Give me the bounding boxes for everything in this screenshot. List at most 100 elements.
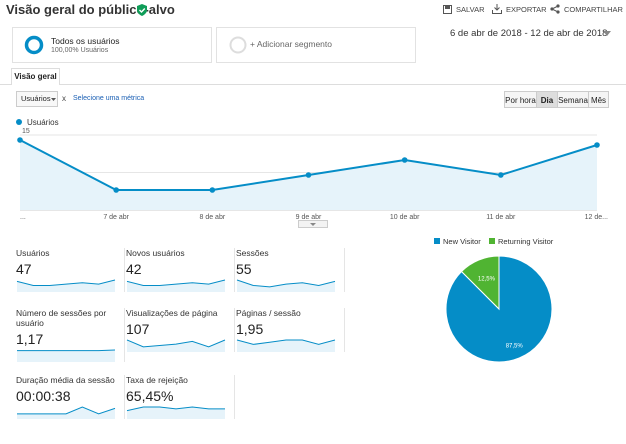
metric-cell: Usuários 47	[16, 248, 125, 292]
save-button[interactable]: SALVAR	[456, 5, 485, 14]
metric-value: 1,17	[16, 331, 44, 347]
sparkline-area	[17, 280, 115, 292]
slice-label: 87,5%	[506, 344, 524, 350]
segment-ring	[24, 35, 44, 55]
metric-value: 42	[126, 261, 142, 277]
export-button[interactable]: EXPORTAR	[506, 5, 547, 14]
sparkline-area	[127, 340, 225, 352]
sparkline-line	[126, 406, 225, 412]
metric-cell: Taxa de rejeição 65,45%	[126, 375, 235, 419]
legend-label: Usuários	[27, 118, 59, 127]
sparkline-area	[237, 340, 335, 352]
metric-cell: Novos usuários 42	[126, 248, 235, 292]
sparkline-area	[17, 407, 115, 419]
data-point	[498, 172, 504, 178]
sparkline-line	[16, 279, 116, 286]
metric-label: Taxa de rejeição	[126, 375, 188, 385]
x-tick-label: 8 de abr	[199, 214, 225, 221]
x-tick-label: 12 de...	[585, 214, 608, 221]
sparkline-area	[127, 407, 225, 419]
metric-label: Número de sessões por usuário	[16, 308, 107, 328]
metric-cell: Sessões 55	[236, 248, 345, 292]
sparkline-area	[237, 280, 335, 292]
data-point	[594, 142, 600, 148]
sparkline-line	[236, 279, 336, 288]
slice-label: 12,5%	[478, 277, 496, 283]
legend-label: New Visitor	[443, 237, 481, 246]
sparkline-line	[126, 339, 226, 348]
x-tick-label: 9 de abr	[296, 214, 322, 221]
sparkline-line	[17, 349, 116, 352]
segment-name: Todos os usuários	[51, 36, 120, 46]
metric-value: 55	[236, 261, 252, 277]
add-segment-label: + Adicionar segmento	[250, 39, 332, 49]
pie-chart: New Visitor Returning Visitor 87,5% 12,5%	[434, 237, 554, 363]
x-tick-label: 7 de abr	[103, 214, 129, 221]
x-tick-label: 10 de abr	[390, 214, 420, 221]
sparkline	[126, 339, 226, 352]
sparkline-line	[17, 406, 116, 415]
export-icon[interactable]	[492, 4, 502, 14]
data-point	[209, 187, 216, 193]
x-tick-label: ...	[20, 214, 26, 221]
tab[interactable]: Visão geral	[11, 68, 60, 85]
segment-card[interactable]: Todos os usuários 100,00% Usuários	[12, 27, 212, 63]
granularity-button[interactable]: Semana	[557, 91, 589, 108]
page-title: Visão geral do público-alvo	[6, 2, 175, 17]
legend-swatch	[434, 238, 440, 244]
granularity-button[interactable]: Dia	[536, 91, 558, 108]
segment-detail: 100,00% Usuários	[51, 47, 109, 54]
add-metric-link[interactable]: Selecione uma métrica	[73, 95, 145, 102]
tab-divider	[0, 84, 626, 85]
metric-label: Duração média da sessão	[16, 375, 115, 385]
sparkline	[17, 406, 116, 419]
save-icon[interactable]	[443, 5, 452, 14]
metric-value: 47	[16, 261, 32, 277]
metric-label: Visualizações de página	[126, 308, 218, 318]
metric-label: Sessões	[236, 248, 269, 258]
legend-marker	[16, 119, 22, 125]
legend-swatch	[489, 238, 495, 244]
sparkline	[126, 279, 226, 292]
metric-cell: Duração média da sessão 00:00:38	[16, 375, 125, 419]
metric-cell: Número de sessões por usuário 1,17	[16, 308, 125, 362]
sparkline-area	[127, 280, 225, 292]
x-tick-label: 11 de abr	[486, 214, 516, 221]
metric-select-arrow	[51, 98, 56, 101]
sparkline	[236, 279, 336, 292]
metric-label: Usuários	[16, 248, 50, 258]
pie-slice	[460, 255, 500, 311]
metric-value: 107	[126, 321, 150, 337]
sparkline	[126, 406, 225, 419]
data-point	[17, 137, 23, 143]
metric-label: Páginas / sessão	[236, 308, 301, 318]
remove-metric[interactable]: x	[62, 94, 66, 103]
chart-resize-handle[interactable]	[298, 220, 328, 228]
metric-label: Novos usuários	[126, 248, 185, 258]
granularity-button[interactable]: Por hora	[504, 91, 537, 108]
add-segment-card[interactable]: + Adicionar segmento	[216, 27, 416, 63]
metric-value: 1,95	[236, 321, 264, 337]
metric-value: 65,45%	[126, 388, 174, 404]
data-point	[113, 187, 119, 193]
metric-value: 00:00:38	[16, 388, 71, 404]
data-point	[305, 172, 312, 178]
add-segment-ring	[229, 36, 247, 54]
date-range[interactable]: 6 de abr de 2018 - 12 de abr de 2018	[450, 28, 608, 39]
sparkline	[236, 339, 336, 352]
sparkline	[16, 279, 116, 292]
granularity-button[interactable]: Mês	[588, 91, 609, 108]
metric-select[interactable]: Usuários	[16, 91, 58, 107]
share-icon[interactable]	[550, 4, 560, 14]
share-button[interactable]: COMPARTILHAR	[564, 5, 623, 14]
metric-cell: Visualizações de página 107	[126, 308, 235, 352]
date-dropdown-arrow[interactable]	[603, 31, 611, 37]
y-tick-label: 15	[22, 128, 30, 135]
data-point	[401, 157, 408, 163]
sparkline-line	[126, 279, 226, 286]
sparkline-area	[17, 350, 115, 362]
legend-label: Returning Visitor	[498, 237, 554, 246]
verified-icon	[137, 4, 147, 16]
sparkline-line	[236, 339, 336, 345]
